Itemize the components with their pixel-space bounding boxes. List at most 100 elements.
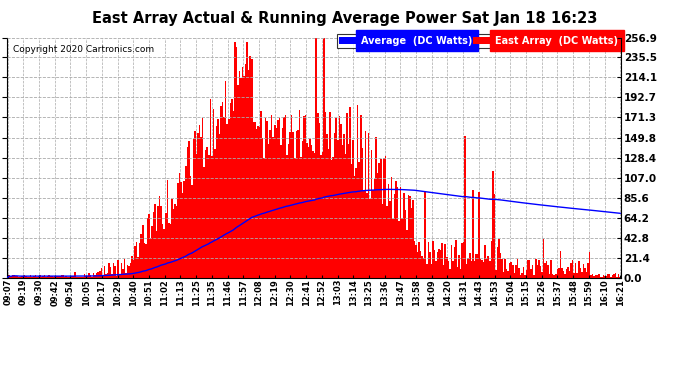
Bar (618, 274, 620, 278)
Bar (371, 150, 373, 278)
Bar (511, 262, 512, 278)
Bar (185, 166, 186, 278)
Bar (546, 261, 547, 278)
Bar (225, 81, 226, 278)
Bar (369, 199, 371, 278)
Bar (478, 192, 480, 278)
Bar (353, 140, 354, 278)
Bar (231, 99, 233, 278)
Bar (91, 277, 93, 278)
Bar (248, 70, 250, 278)
Bar (34, 275, 36, 278)
Bar (339, 116, 340, 278)
Bar (268, 144, 269, 278)
Bar (127, 265, 128, 278)
Bar (449, 269, 451, 278)
Bar (136, 242, 137, 278)
Bar (355, 168, 357, 278)
Bar (253, 122, 254, 278)
Bar (391, 177, 392, 278)
Bar (319, 123, 320, 278)
Bar (398, 221, 400, 278)
Bar (523, 267, 524, 278)
Bar (30, 275, 32, 278)
Bar (451, 245, 452, 278)
Bar (575, 263, 576, 278)
Bar (135, 246, 136, 278)
Bar (366, 193, 368, 278)
Text: East Array Actual & Running Average Power Sat Jan 18 16:23: East Array Actual & Running Average Powe… (92, 11, 598, 26)
Bar (83, 274, 85, 278)
Bar (529, 260, 531, 278)
Bar (257, 126, 259, 278)
Bar (274, 125, 275, 278)
Bar (325, 112, 326, 278)
Bar (71, 276, 73, 278)
Bar (604, 276, 606, 278)
Bar (186, 147, 188, 278)
Bar (266, 122, 268, 278)
Bar (346, 113, 348, 278)
Bar (515, 265, 517, 278)
Bar (305, 115, 306, 278)
Bar (244, 76, 245, 278)
Bar (495, 270, 497, 278)
Bar (23, 275, 26, 278)
Bar (340, 124, 342, 278)
Bar (615, 273, 616, 278)
Bar (240, 78, 241, 278)
Bar (444, 243, 446, 278)
Bar (42, 276, 43, 278)
Bar (13, 275, 14, 278)
Bar (414, 241, 415, 278)
Bar (237, 85, 239, 278)
Bar (462, 243, 463, 278)
Bar (12, 276, 13, 278)
Bar (326, 134, 328, 278)
Bar (294, 158, 295, 278)
Bar (600, 277, 601, 278)
Bar (131, 255, 132, 278)
Bar (428, 243, 429, 278)
Bar (141, 234, 142, 278)
Bar (146, 219, 148, 278)
Bar (540, 266, 541, 278)
Bar (587, 263, 589, 278)
Bar (420, 251, 422, 278)
Bar (182, 193, 184, 278)
Bar (549, 274, 551, 278)
Bar (578, 261, 580, 278)
Bar (95, 275, 96, 278)
Bar (21, 276, 22, 278)
Bar (566, 269, 567, 278)
Bar (233, 111, 234, 278)
Bar (509, 263, 511, 278)
Bar (299, 110, 300, 278)
Bar (580, 268, 581, 278)
Bar (277, 120, 279, 278)
Bar (139, 243, 141, 278)
Bar (395, 181, 397, 278)
Bar (88, 273, 90, 278)
Bar (99, 271, 101, 278)
Bar (560, 251, 561, 278)
Bar (323, 38, 325, 278)
Bar (152, 212, 155, 278)
Bar (107, 273, 108, 278)
Bar (10, 276, 12, 278)
Bar (595, 275, 596, 278)
Bar (408, 195, 409, 278)
Bar (104, 266, 105, 278)
Bar (477, 254, 478, 278)
Bar (164, 229, 165, 278)
Bar (348, 144, 349, 278)
Bar (82, 277, 83, 278)
Bar (418, 242, 420, 278)
Bar (472, 190, 473, 278)
Bar (524, 275, 526, 278)
Bar (155, 204, 156, 278)
Bar (165, 213, 166, 278)
Bar (37, 276, 39, 278)
Bar (279, 118, 280, 278)
Bar (469, 253, 471, 278)
